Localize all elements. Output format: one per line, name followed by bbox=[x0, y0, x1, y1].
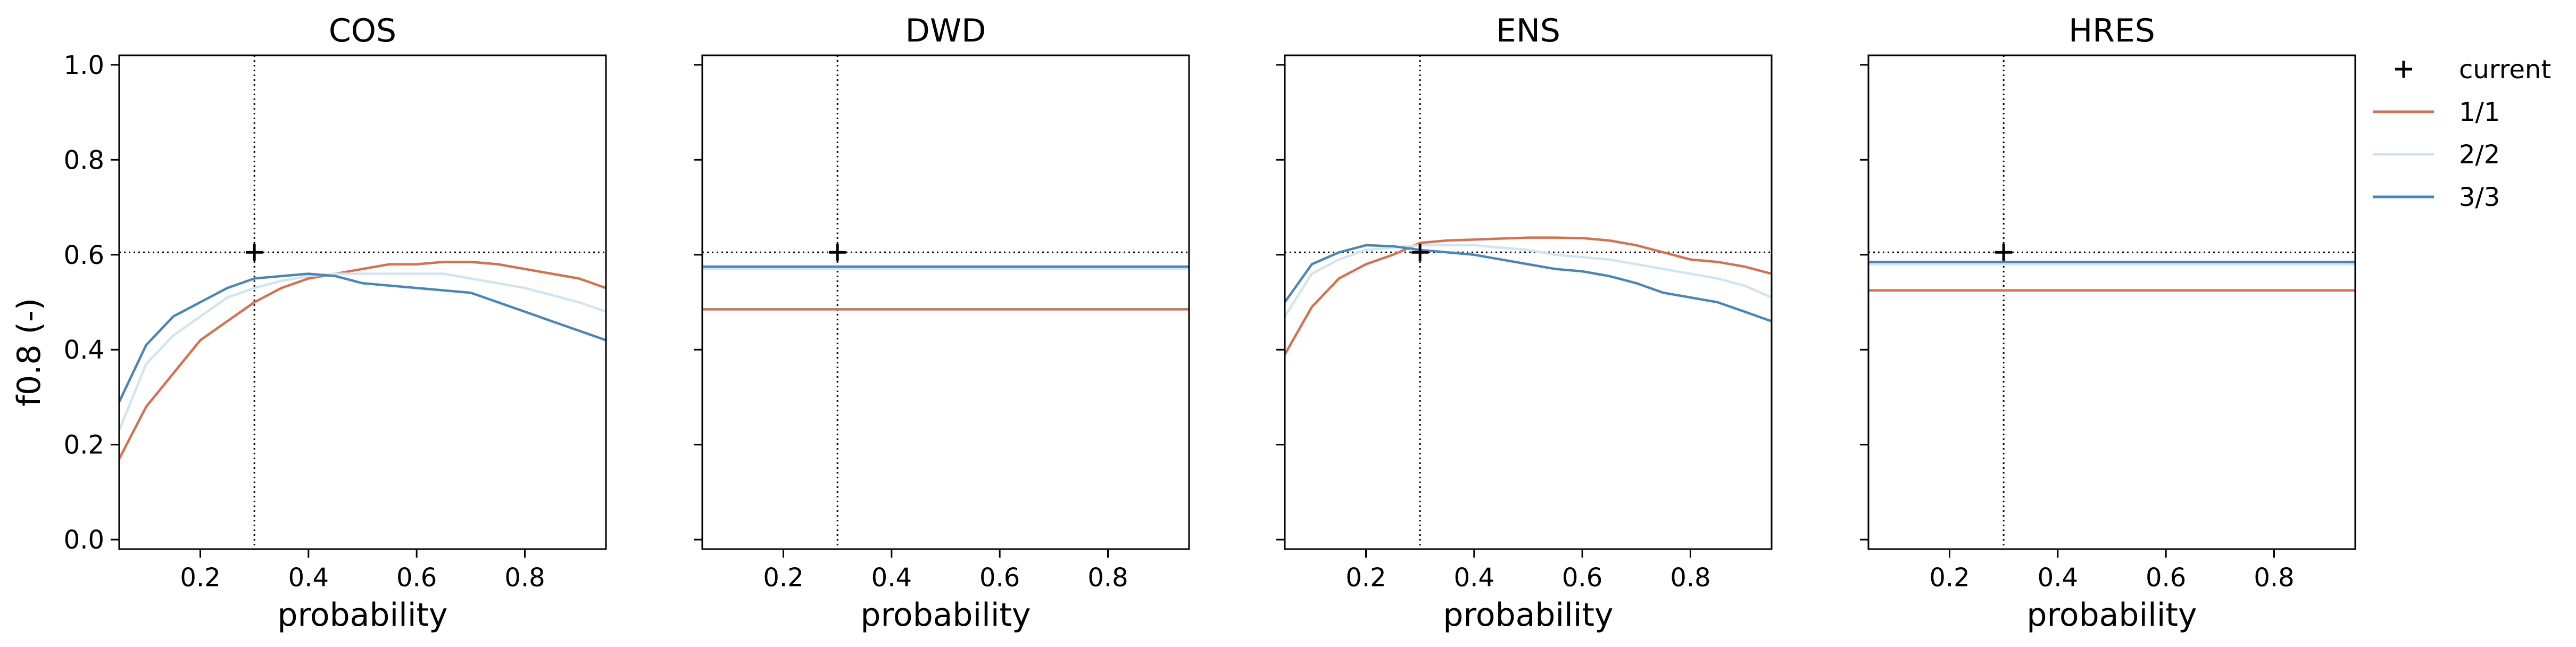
y-tick-label: 1.0 bbox=[64, 51, 104, 80]
panel-ens-series-3-3 bbox=[1284, 244, 1772, 322]
panel-ens-x-tick-label: 0.4 bbox=[1454, 563, 1494, 593]
panel-dwd-plot-frame bbox=[701, 54, 1190, 550]
panel-hres-plot-frame bbox=[1867, 54, 2356, 550]
y-tick-label: 0.4 bbox=[64, 335, 104, 365]
panel-cos-x-axis-label: probability bbox=[277, 596, 447, 634]
panel-cos-current-marker bbox=[246, 244, 263, 261]
panel-ens-x-axis-label: probability bbox=[1443, 596, 1613, 634]
panel-ens-x-tick-label: 0.2 bbox=[1345, 563, 1386, 593]
panel-ens-plot-frame bbox=[1284, 54, 1773, 550]
panel-ens-x-tick-label: 0.6 bbox=[1562, 563, 1602, 593]
y-axis-label: f0.8 (-) bbox=[11, 298, 48, 407]
panel-dwd-x-tick-label: 0.6 bbox=[979, 563, 1020, 593]
panel-ens-current-marker bbox=[1411, 244, 1429, 261]
panel-hres-current-marker bbox=[1995, 244, 2013, 261]
panel-dwd-x-axis-label: probability bbox=[860, 596, 1031, 634]
legend-3-3-label: 3/3 bbox=[2459, 183, 2500, 212]
legend-2-2-label: 2/2 bbox=[2459, 140, 2500, 170]
legend-current-marker bbox=[2395, 61, 2412, 78]
panel-hres-x-axis-label: probability bbox=[2026, 596, 2197, 634]
panel-hres-x-tick-label: 0.6 bbox=[2146, 563, 2186, 593]
panel-hres-x-tick-label: 0.4 bbox=[2038, 563, 2078, 593]
panel-hres-x-tick-label: 0.2 bbox=[1929, 563, 1970, 593]
panel-ens-title: ENS bbox=[1496, 12, 1560, 49]
panel-dwd-current-marker bbox=[829, 244, 846, 261]
panel-cos-x-tick-label: 0.2 bbox=[180, 563, 220, 593]
panel-ens-x-tick-label: 0.8 bbox=[1670, 563, 1710, 593]
y-tick-label: 0.2 bbox=[64, 430, 104, 460]
panel-hres-title: HRES bbox=[2068, 12, 2155, 49]
panel-ens-series-1-1 bbox=[1284, 236, 1772, 355]
panel-hres-x-tick-label: 0.8 bbox=[2254, 563, 2294, 593]
panel-cos-series-1-1 bbox=[118, 260, 606, 460]
panel-cos-x-tick-label: 0.8 bbox=[504, 563, 545, 593]
panel-dwd-x-tick-label: 0.4 bbox=[871, 563, 912, 593]
panel-dwd-title: DWD bbox=[905, 12, 986, 49]
y-tick-label: 0.6 bbox=[64, 240, 104, 270]
y-tick-label: 0.8 bbox=[64, 145, 104, 175]
panel-cos-x-tick-label: 0.6 bbox=[396, 563, 437, 593]
panel-cos-title: COS bbox=[329, 12, 396, 49]
panel-cos-series-2-2 bbox=[118, 272, 606, 431]
panel-cos-x-tick-label: 0.4 bbox=[288, 563, 329, 593]
legend-current-label: current bbox=[2459, 55, 2551, 85]
panel-dwd-x-tick-label: 0.8 bbox=[1087, 563, 1128, 593]
panel-cos-series-3-3 bbox=[118, 272, 606, 403]
panel-cos-plot-frame bbox=[118, 54, 607, 550]
y-tick-label: 0.0 bbox=[64, 525, 104, 555]
panel-dwd-x-tick-label: 0.2 bbox=[763, 563, 803, 593]
legend-1-1-label: 1/1 bbox=[2459, 97, 2500, 127]
panel-ens-series-2-2 bbox=[1284, 244, 1772, 318]
